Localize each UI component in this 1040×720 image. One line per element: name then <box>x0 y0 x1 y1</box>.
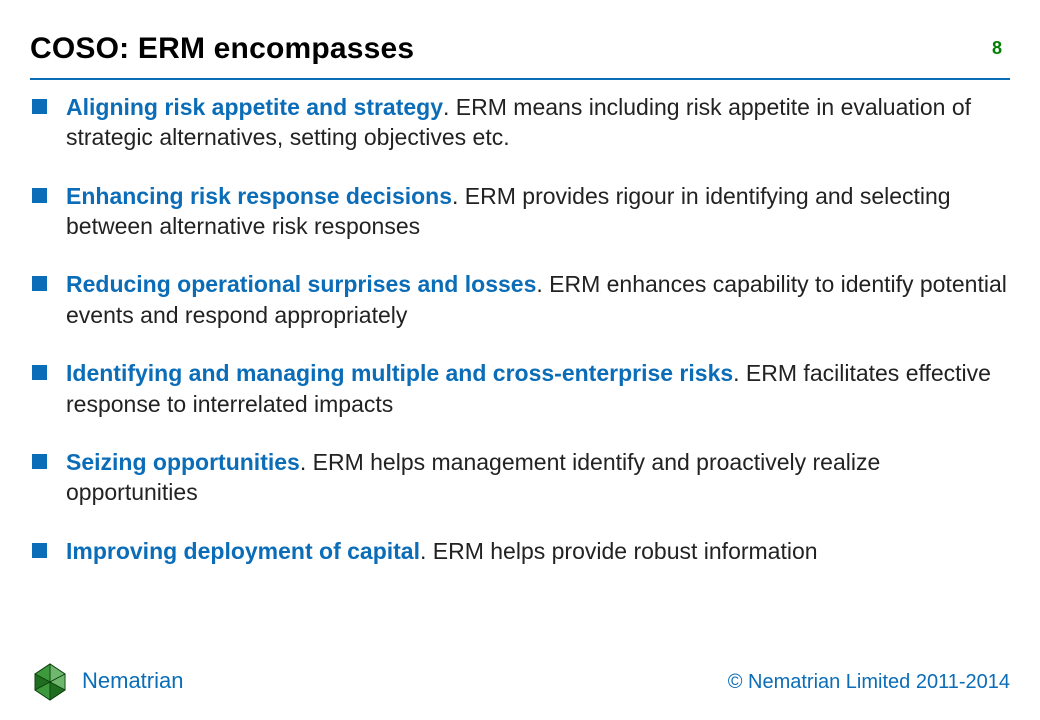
bullet-lead: Identifying and managing multiple and cr… <box>66 360 733 386</box>
bullet-lead: Improving deployment of capital <box>66 538 420 564</box>
slide-title: COSO: ERM encompasses <box>30 32 1010 66</box>
bullet-item: Enhancing risk response decisions. ERM p… <box>30 181 1010 242</box>
bullet-rest: . ERM helps provide robust information <box>420 538 818 564</box>
bullet-item: Improving deployment of capital. ERM hel… <box>30 536 1010 566</box>
content-area: Aligning risk appetite and strategy . ERM… <box>30 92 1010 594</box>
footer-brand: Nematrian <box>82 668 183 694</box>
bullet-lead: Seizing opportunities <box>66 449 300 475</box>
bullet-lead: Enhancing risk response decisions <box>66 183 452 209</box>
bullet-list: Aligning risk appetite and strategy . ERM… <box>30 92 1010 566</box>
footer-copyright: © Nematrian Limited 2011-2014 <box>728 671 1010 694</box>
title-underline <box>30 78 1010 80</box>
bullet-item: Identifying and managing multiple and cr… <box>30 358 1010 419</box>
bullet-lead: Reducing operational surprises and losse… <box>66 271 536 297</box>
header: COSO: ERM encompasses 8 <box>30 32 1010 66</box>
slide: COSO: ERM encompasses 8 Aligning risk ap… <box>0 0 1040 720</box>
footer: Nematrian © Nematrian Limited 2011-2014 <box>30 658 1010 702</box>
bullet-item: Aligning risk appetite and strategy. ERM… <box>30 92 1010 153</box>
page-number: 8 <box>992 38 1002 59</box>
nematrian-logo-icon <box>30 662 70 702</box>
bullet-lead: Aligning risk appetite and strategy <box>66 94 443 120</box>
bullet-item: Seizing opportunities. ERM helps managem… <box>30 447 1010 508</box>
bullet-item: Reducing operational surprises and losse… <box>30 269 1010 330</box>
